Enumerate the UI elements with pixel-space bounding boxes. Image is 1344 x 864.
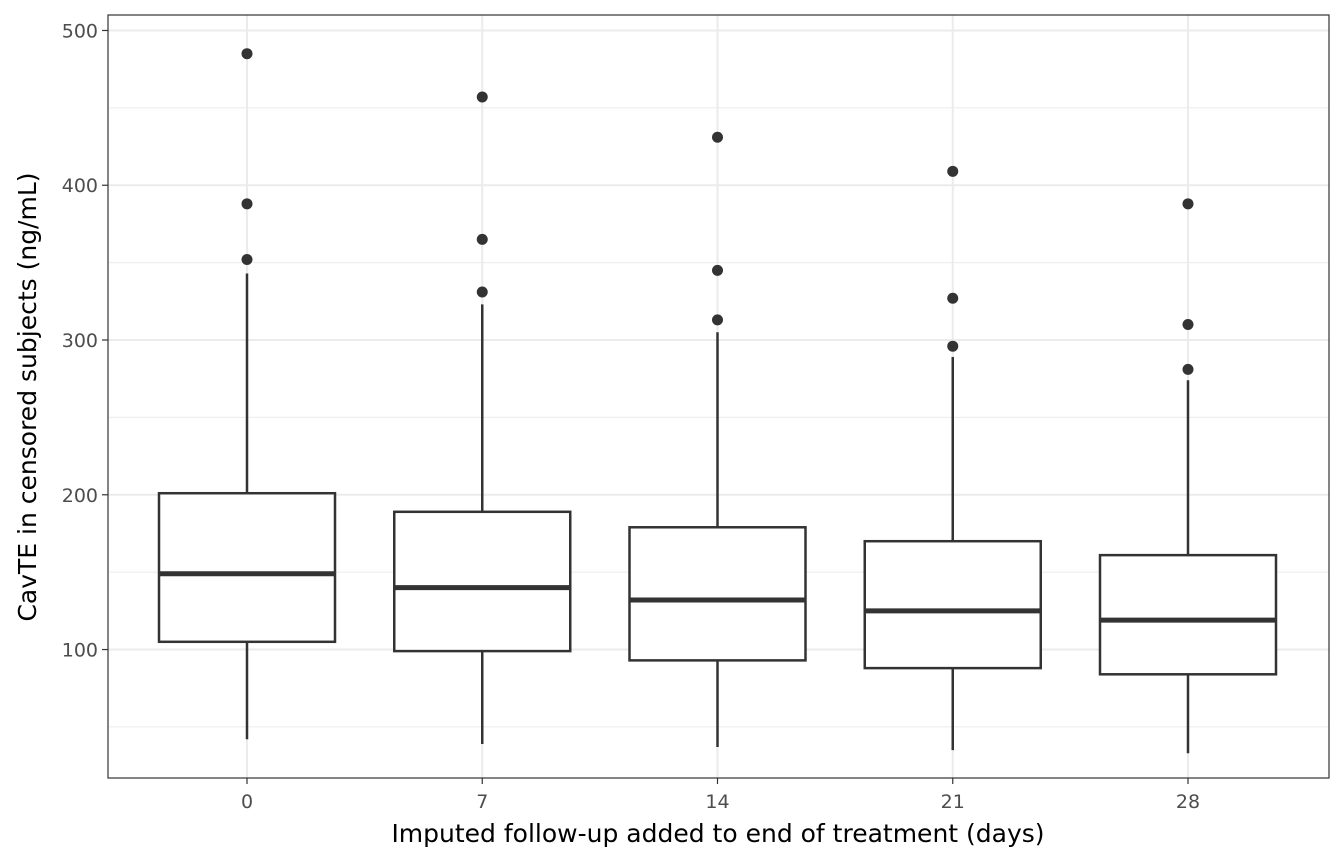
outlier-point bbox=[476, 91, 488, 103]
iqr-box bbox=[628, 526, 807, 662]
box-group-7 bbox=[393, 91, 572, 744]
y-tick-label: 400 bbox=[62, 175, 98, 197]
outlier-point bbox=[947, 165, 959, 177]
x-tick-label: 0 bbox=[241, 791, 253, 813]
outlier-point bbox=[1182, 198, 1194, 210]
y-tick-label: 100 bbox=[62, 640, 98, 662]
outlier-point bbox=[241, 198, 253, 210]
box-series bbox=[157, 48, 1278, 754]
outlier-point bbox=[476, 286, 488, 298]
outlier-point bbox=[241, 254, 253, 266]
y-axis: 100 200 300 400 500 bbox=[62, 20, 108, 662]
iqr-box bbox=[393, 510, 572, 653]
y-tick-label: 200 bbox=[62, 485, 98, 507]
y-tick-label: 500 bbox=[62, 20, 98, 42]
box-group-28 bbox=[1098, 198, 1278, 754]
panel-border bbox=[107, 14, 1330, 779]
y-axis-title: CavTE in censored subjects (ng/mL) bbox=[13, 172, 42, 621]
x-axis-title: Imputed follow-up added to end of treatm… bbox=[391, 819, 1044, 848]
box-group-21 bbox=[863, 165, 1042, 751]
iqr-box bbox=[157, 491, 337, 644]
box-group-0 bbox=[157, 48, 337, 740]
outlier-point bbox=[947, 292, 959, 304]
outlier-point bbox=[947, 340, 959, 352]
x-tick-label: 7 bbox=[476, 791, 488, 813]
x-axis: 0 7 14 21 28 bbox=[241, 778, 1200, 813]
x-tick-label: 21 bbox=[941, 791, 965, 813]
outlier-point bbox=[241, 48, 253, 60]
iqr-box bbox=[863, 539, 1042, 670]
x-tick-label: 14 bbox=[705, 791, 729, 813]
outlier-point bbox=[712, 314, 723, 326]
outlier-point bbox=[712, 131, 723, 143]
x-tick-label: 28 bbox=[1176, 791, 1200, 813]
outlier-point bbox=[1182, 363, 1194, 375]
y-tick-label: 300 bbox=[62, 330, 98, 352]
outlier-point bbox=[1182, 319, 1194, 331]
outlier-point bbox=[476, 233, 488, 245]
iqr-box bbox=[1098, 553, 1278, 676]
box-group-14 bbox=[628, 131, 807, 748]
outlier-point bbox=[712, 264, 723, 276]
